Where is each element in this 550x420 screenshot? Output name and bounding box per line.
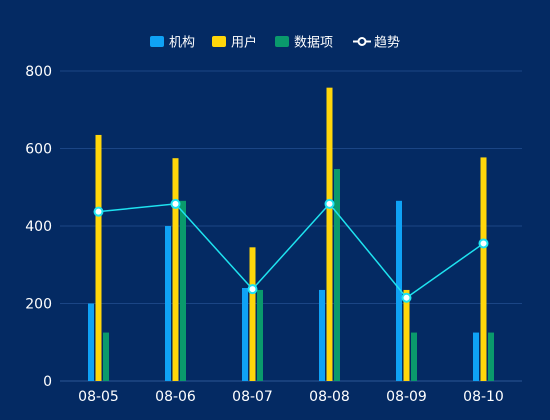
trend-point[interactable]: [93, 206, 104, 217]
legend-swatch: [150, 36, 164, 47]
bar-series: [88, 87, 494, 382]
bar[interactable]: [257, 289, 263, 381]
bar[interactable]: [242, 288, 248, 381]
y-tick-label: 400: [25, 219, 52, 235]
bar[interactable]: [488, 332, 494, 381]
bar[interactable]: [480, 157, 487, 381]
x-tick-label: 08-06: [155, 389, 196, 405]
bar[interactable]: [326, 87, 333, 381]
bar[interactable]: [95, 134, 102, 381]
y-tick-label: 0: [43, 374, 52, 390]
legend-label: 机构: [169, 36, 195, 51]
y-tick-label: 600: [25, 142, 52, 158]
trend-line-series: [93, 198, 489, 303]
legend-point-swatch: [357, 37, 367, 46]
y-tick-label: 200: [25, 297, 52, 313]
legend-item[interactable]: 趋势: [353, 35, 400, 51]
y-tick-label: 800: [25, 64, 52, 80]
bar[interactable]: [396, 200, 402, 381]
x-tick-label: 08-09: [386, 389, 427, 405]
bar[interactable]: [88, 303, 94, 382]
legend-swatch: [275, 36, 289, 47]
trend-point[interactable]: [170, 198, 181, 209]
trend-point[interactable]: [401, 292, 412, 303]
x-tick-label: 08-07: [232, 389, 273, 405]
bar[interactable]: [249, 247, 256, 381]
bar[interactable]: [319, 289, 325, 381]
trend-point[interactable]: [324, 198, 335, 209]
trend-point[interactable]: [478, 238, 489, 249]
legend: 机构 用户 数据项 趋势: [150, 35, 400, 51]
bar[interactable]: [172, 158, 179, 381]
trend-line: [98, 202, 484, 299]
bar[interactable]: [411, 332, 417, 381]
x-tick-label: 08-05: [78, 389, 119, 405]
legend-item[interactable]: 用户: [212, 35, 257, 51]
bar[interactable]: [103, 332, 109, 381]
legend-item[interactable]: 机构: [150, 36, 195, 51]
legend-item[interactable]: 数据项: [275, 36, 333, 51]
bar[interactable]: [403, 289, 410, 381]
x-tick-label: 08-08: [309, 389, 350, 405]
trend-point[interactable]: [247, 284, 258, 295]
x-tick-label: 08-10: [463, 389, 504, 405]
y-axis-ticks: 0 200 400 600 800: [25, 64, 52, 390]
bar[interactable]: [180, 200, 186, 381]
bar[interactable]: [165, 226, 171, 381]
legend-label: 用户: [231, 35, 257, 51]
legend-label: 趋势: [374, 35, 400, 51]
grid-lines: [60, 70, 522, 304]
legend-label: 数据项: [294, 36, 333, 51]
legend-swatch: [212, 36, 226, 47]
bar[interactable]: [473, 332, 479, 381]
bar[interactable]: [334, 169, 340, 381]
x-axis: 08-05 08-06 08-07 08-08 08-09 08-10: [60, 380, 522, 405]
